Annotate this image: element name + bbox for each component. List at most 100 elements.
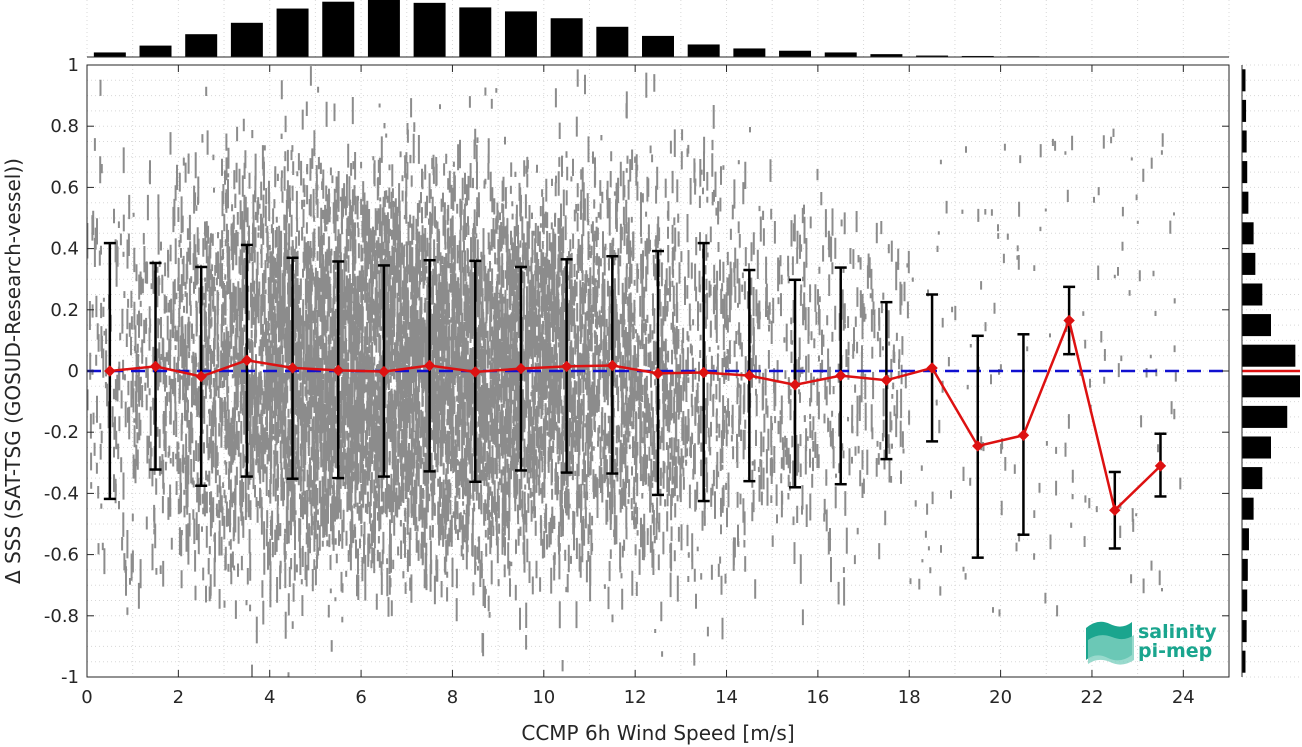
logo-line1: salinity (1138, 621, 1217, 643)
x-axis-label: CCMP 6h Wind Speed [m/s] (521, 721, 794, 745)
x-axis-ticks: 0 2 4 6 8 10 12 14 16 18 20 22 24 (81, 65, 1195, 708)
x-tick-label: 12 (624, 687, 647, 708)
top-hist-bar (596, 26, 629, 57)
mean-point (378, 365, 390, 378)
right-hist-bar (1242, 620, 1247, 643)
top-hist-bar (687, 44, 720, 57)
top-hist-bar (504, 11, 537, 57)
right-hist-bar (1242, 558, 1248, 581)
y-tick-label: -0.8 (44, 606, 79, 627)
mean-point (835, 369, 847, 382)
mean-point (1063, 314, 1075, 327)
top-hist-bar (733, 48, 766, 57)
x-tick-label: 18 (898, 687, 921, 708)
mean-point (332, 364, 344, 377)
top-hist-bar (824, 52, 857, 57)
right-hist-bar (1242, 222, 1254, 245)
right-hist-bar (1242, 283, 1263, 306)
mean-point (423, 359, 436, 372)
x-tick-label: 24 (1172, 687, 1195, 708)
mean-point (515, 362, 527, 375)
right-hist-bar (1242, 99, 1247, 122)
right-hist-bar (1242, 69, 1246, 92)
right-hist-bar (1242, 252, 1256, 275)
top-histogram (86, 0, 1230, 58)
right-hist-bar (1242, 161, 1248, 184)
mean-point (241, 354, 253, 366)
x-tick-label: 2 (173, 687, 184, 708)
top-hist-bar (961, 55, 994, 57)
mean-point (469, 366, 481, 378)
mean-point (697, 366, 710, 379)
y-tick-label: 0.2 (50, 300, 79, 321)
mean-point (789, 379, 801, 391)
mean-point (880, 374, 893, 386)
x-tick-label: 6 (355, 687, 366, 708)
mean-point (606, 359, 619, 372)
x-tick-label: 22 (1081, 687, 1104, 708)
y-tick-label: -0.2 (44, 422, 79, 443)
mean-point (743, 369, 756, 382)
y-tick-label: 1 (68, 55, 79, 76)
right-hist-bar (1242, 344, 1296, 367)
y-tick-label: -0.6 (44, 545, 79, 566)
scatter-points (87, 66, 1182, 677)
x-tick-label: 8 (447, 687, 458, 708)
top-hist-bar (230, 22, 263, 57)
y-tick-label: 0.4 (50, 239, 79, 260)
x-tick-label: 10 (532, 687, 555, 708)
mean-point (1109, 504, 1121, 516)
top-hist-bar (322, 1, 355, 58)
right-histogram (1241, 64, 1300, 678)
right-hist-bar (1242, 497, 1254, 520)
logo-wave-icon-2 (1088, 635, 1134, 665)
top-hist-bar (93, 52, 126, 57)
y-tick-label: -0.4 (44, 483, 79, 504)
x-tick-label: 16 (806, 687, 829, 708)
mean-point (1017, 429, 1030, 441)
top-hist-bar (413, 2, 446, 58)
y-tick-label: 0 (68, 361, 79, 382)
top-hist-bar (870, 54, 903, 57)
top-hist-bar (139, 45, 172, 57)
top-hist-bar (550, 18, 583, 58)
main-axes: 0 2 4 6 8 10 12 14 16 18 20 22 24 10.80.60.40.20-0.2… (44, 55, 1230, 708)
mean-point (195, 370, 207, 383)
salinity-pi-mep-logo: salinity pi-mep (1086, 621, 1217, 665)
mean-point (286, 362, 299, 374)
mean-point (560, 360, 573, 373)
right-hist-bar (1242, 375, 1300, 398)
y-axis-label: Δ SSS (SAT-TSG (GOSUD-Research-vessel)) (1, 158, 25, 584)
right-hist-bar (1242, 130, 1247, 153)
y-axis-ticks: 1 0.8 0.6 0.4 0.2 0 -0.2 -0.4 -0.6 -0.8 -1 (44, 55, 1229, 688)
x-tick-label: 14 (715, 687, 738, 708)
x-tick-label: 20 (989, 687, 1012, 708)
right-hist-bar (1242, 191, 1249, 214)
right-hist-bar (1242, 436, 1271, 459)
y-tick-label: 0.6 (50, 177, 79, 198)
y-tick-label: 0.8 (50, 116, 79, 137)
mean-point (972, 440, 984, 452)
mean-point (652, 367, 664, 380)
mean-point (1154, 460, 1167, 472)
right-hist-bar (1242, 650, 1246, 673)
binned-mean-markers (104, 314, 1167, 516)
mean-point (926, 362, 938, 374)
top-hist-bar (916, 55, 949, 57)
y-tick-label: -1 (61, 667, 79, 688)
top-hist-bar (276, 8, 309, 58)
right-hist-bar (1242, 467, 1263, 490)
top-hist-bar (459, 7, 492, 57)
mean-point (149, 360, 162, 373)
x-tick-label: 0 (81, 687, 92, 708)
top-hist-bar (642, 35, 674, 57)
logo-line2: pi-mep (1138, 640, 1212, 662)
top-hist-bar (367, 0, 400, 57)
top-hist-bar (185, 34, 218, 57)
mean-point (104, 365, 116, 377)
right-hist-bar (1242, 314, 1271, 337)
binned-mean-line (109, 316, 1162, 513)
right-hist-bar (1242, 528, 1249, 551)
top-hist-bar (779, 50, 812, 57)
